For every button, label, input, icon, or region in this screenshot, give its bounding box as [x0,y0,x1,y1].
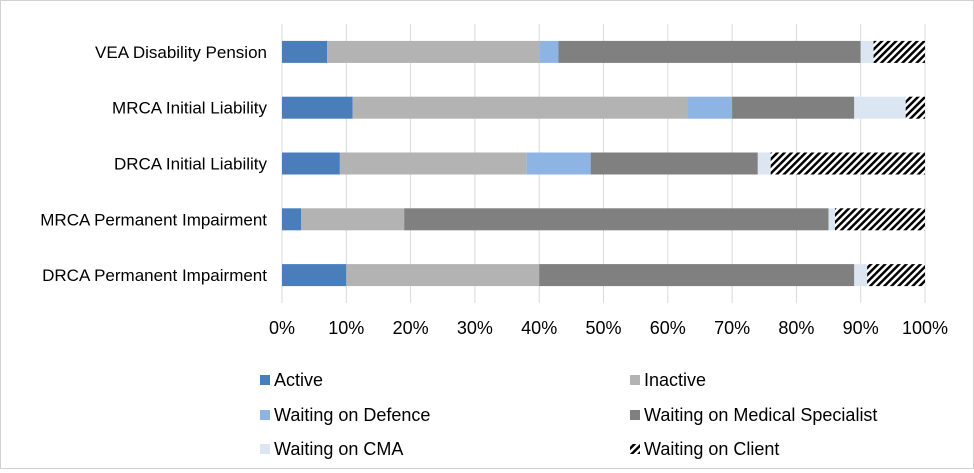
x-tick-label: 40% [521,318,557,338]
bar-segment [854,264,868,287]
bar-segment [732,96,855,119]
category-label: DRCA Permanent Impairment [42,266,267,285]
x-tick-label: 10% [328,318,364,338]
bar-segment [828,208,835,231]
legend-label: Waiting on Defence [274,405,430,425]
x-tick-label: 0% [269,318,295,338]
bar-segment [282,96,353,119]
bar-segment [282,264,347,287]
legend-swatch [260,410,270,420]
bar-segment [282,208,302,231]
bar-segment [834,208,925,231]
legend-label: Waiting on Medical Specialist [644,405,877,425]
bar-segment [327,40,540,63]
bar-segment [590,152,758,175]
x-tick-label: 70% [714,318,750,338]
bar-segment [282,152,340,175]
bar-segment [404,208,829,231]
bar-segment [539,264,855,287]
bar-segment [873,40,925,63]
bar-segment [770,152,925,175]
category-label: MRCA Initial Liability [112,99,267,118]
x-tick-label: 50% [585,318,621,338]
legend-label: Waiting on Client [644,439,779,459]
x-tick-label: 90% [843,318,879,338]
category-label: DRCA Initial Liability [114,155,268,174]
bar-segment [854,96,906,119]
bar-segment [905,96,925,119]
bar-segment [301,208,405,231]
x-tick-label: 80% [778,318,814,338]
x-tick-label: 20% [393,318,429,338]
bar-segment [867,264,925,287]
legend-label: Inactive [644,370,706,390]
bars [282,40,925,287]
bar-segment [860,40,874,63]
legend-swatch [630,375,640,385]
legend-label: Active [274,370,323,390]
legend-label: Waiting on CMA [274,439,403,459]
legend-swatch [630,444,640,454]
category-label: MRCA Permanent Impairment [40,210,267,229]
category-labels: VEA Disability Pension MRCA Initial Liabi… [40,43,267,285]
legend-swatch [630,410,640,420]
bar-segment [282,40,328,63]
x-tick-labels: 0% 10% 20% 30% 40% 50% 60% 70% 80% 90% 100% [269,318,948,338]
bar-segment [339,152,527,175]
bar-segment [352,96,688,119]
bar-segment [687,96,733,119]
legend-swatch [260,375,270,385]
bar-segment [539,40,559,63]
bar-segment [558,40,861,63]
bar-segment [526,152,591,175]
legend-swatch [260,444,270,454]
legend: Active Inactive Waiting on Defence Waiting … [260,370,877,459]
bar-segment [346,264,540,287]
category-label: VEA Disability Pension [95,43,267,62]
x-tick-label: 100% [902,318,948,338]
bar-segment [757,152,771,175]
x-tick-label: 60% [650,318,686,338]
x-tick-label: 30% [457,318,493,338]
